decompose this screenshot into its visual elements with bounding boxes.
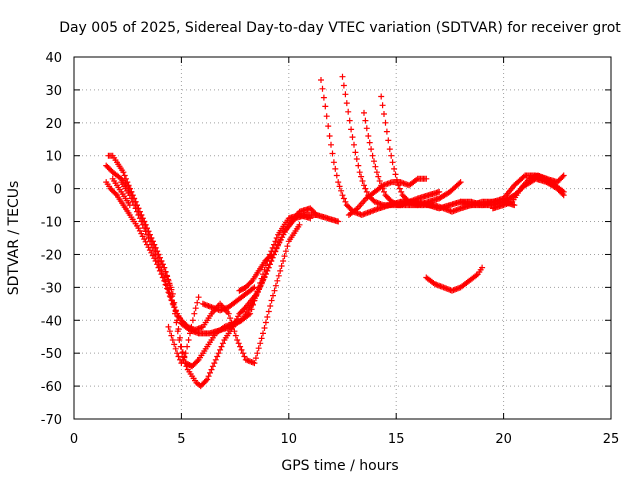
y-tick-label: 30: [45, 84, 62, 99]
series-1: [103, 162, 320, 390]
y-tick-label: 10: [45, 150, 62, 165]
y-tick-label: -60: [41, 380, 62, 395]
y-tick-label: 40: [45, 51, 62, 66]
series-13: [345, 175, 430, 218]
x-tick-label: 25: [603, 432, 620, 447]
data-point-markers: [109, 175, 133, 209]
x-tick-label: 5: [177, 432, 185, 447]
series-16: [489, 172, 567, 212]
y-tick-label: -50: [41, 347, 62, 362]
data-point-markers: [236, 251, 275, 294]
series-17: [423, 264, 486, 294]
y-tick-label: -30: [41, 281, 62, 296]
x-tick-label: 15: [388, 432, 405, 447]
data-point-markers: [199, 284, 258, 314]
x-tick-label: 20: [495, 432, 512, 447]
series-8: [236, 251, 275, 294]
x-tick-label: 0: [70, 432, 78, 447]
y-tick-label: -70: [41, 413, 62, 428]
data-point-markers: [423, 264, 486, 294]
data-marks: [103, 73, 567, 390]
series-6: [165, 294, 202, 367]
data-point-markers: [489, 172, 567, 212]
chart-title: Day 005 of 2025, Sidereal Day-to-day VTE…: [59, 20, 621, 36]
series-7: [199, 284, 258, 314]
data-point-markers: [118, 179, 303, 367]
y-tick-label: 0: [54, 183, 62, 198]
series-4: [118, 179, 303, 367]
series-2: [103, 179, 342, 337]
x-tick-label: 10: [281, 432, 298, 447]
data-point-markers: [103, 179, 342, 337]
axis-ticks: 0 5 10 15 20 25 -70 -60 -50 -40 -30 -20 -10 0 10 20 30 40: [41, 51, 620, 447]
y-tick-label: -20: [41, 248, 62, 263]
y-axis-label: SDTVAR / TECUs: [6, 181, 22, 296]
data-point-markers: [345, 175, 430, 218]
grid: [74, 57, 611, 419]
x-axis-label: GPS time / hours: [281, 458, 398, 474]
y-tick-label: -10: [41, 216, 62, 231]
series-5: [109, 175, 133, 209]
plot-frame: [73, 56, 612, 420]
y-tick-label: -40: [41, 314, 62, 329]
y-tick-label: 20: [45, 117, 62, 132]
data-point-markers: [103, 162, 320, 390]
data-point-markers: [165, 294, 202, 367]
